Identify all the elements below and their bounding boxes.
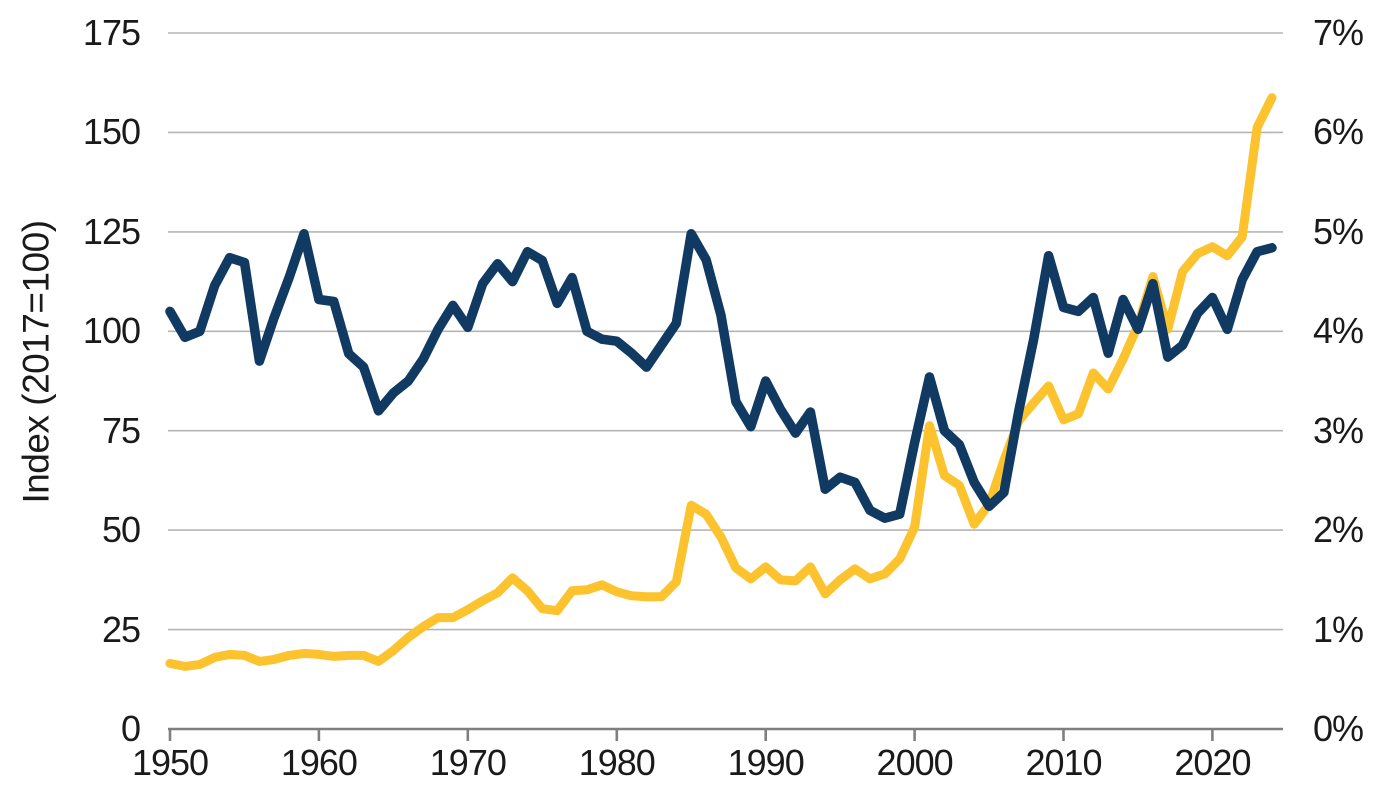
- right-axis-tick: 3%: [1313, 409, 1364, 451]
- x-axis-tick: 1970: [429, 742, 507, 783]
- left-axis-tick: 150: [82, 111, 141, 153]
- left-axis-tick: 75: [101, 409, 141, 451]
- right-axis-tick: 4%: [1313, 310, 1364, 352]
- navy-index-line: [165, 229, 1277, 523]
- left-axis-tick: 0: [120, 708, 141, 749]
- x-axis-tick: 2010: [1025, 742, 1102, 783]
- x-axis-tick: 1960: [280, 742, 358, 783]
- x-axis-tick: 1990: [727, 742, 805, 783]
- x-axis-tick: 1950: [131, 742, 209, 783]
- x-axis-tick-marks: [168, 729, 1214, 741]
- left-axis-tick: 125: [82, 210, 141, 252]
- right-axis-tick: 1%: [1313, 608, 1364, 650]
- left-axis-tick: 175: [82, 12, 141, 53]
- right-axis-tick: 6%: [1313, 111, 1364, 153]
- right-axis-tick: 0%: [1313, 708, 1364, 749]
- x-axis-tick: 2000: [876, 742, 954, 783]
- x-axis-tick: 1980: [578, 742, 656, 783]
- right-axis-tick: 5%: [1313, 210, 1364, 252]
- left-axis-tick: 100: [82, 310, 141, 352]
- left-axis-tick: 50: [101, 509, 141, 551]
- gold-percent-line: [165, 93, 1277, 671]
- left-axis-tick: 25: [101, 608, 141, 650]
- x-axis-tick: 2020: [1174, 742, 1251, 783]
- right-axis-tick: 2%: [1313, 509, 1364, 551]
- right-axis-tick: 7%: [1313, 12, 1364, 53]
